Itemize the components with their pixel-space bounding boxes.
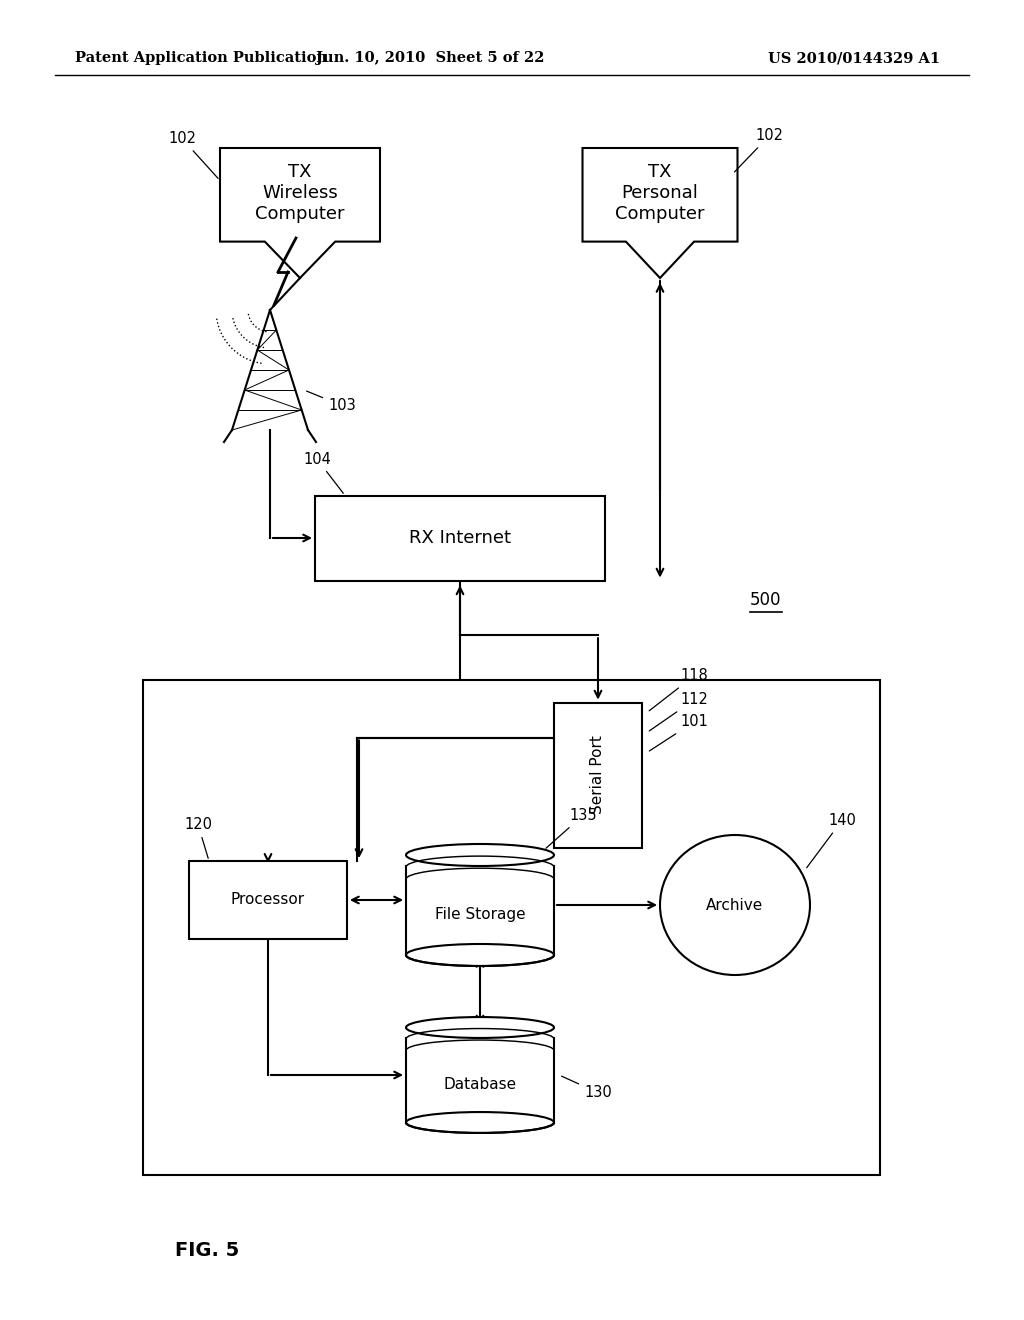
Ellipse shape bbox=[406, 1016, 554, 1038]
Text: TX
Personal
Computer: TX Personal Computer bbox=[615, 164, 705, 223]
Text: Processor: Processor bbox=[231, 892, 305, 908]
Text: Jun. 10, 2010  Sheet 5 of 22: Jun. 10, 2010 Sheet 5 of 22 bbox=[315, 51, 544, 65]
Text: Patent Application Publication: Patent Application Publication bbox=[75, 51, 327, 65]
Polygon shape bbox=[583, 148, 737, 279]
Text: 118: 118 bbox=[649, 668, 708, 710]
Text: FIG. 5: FIG. 5 bbox=[175, 1241, 240, 1259]
Ellipse shape bbox=[406, 843, 554, 866]
Bar bbox=[406, 866, 554, 954]
Text: 102: 102 bbox=[734, 128, 783, 172]
Text: 112: 112 bbox=[649, 693, 708, 731]
Text: RX Internet: RX Internet bbox=[409, 529, 511, 546]
Ellipse shape bbox=[406, 944, 554, 966]
Text: 500: 500 bbox=[750, 591, 781, 609]
Text: 104: 104 bbox=[303, 451, 343, 494]
Text: 120: 120 bbox=[184, 817, 212, 858]
Text: US 2010/0144329 A1: US 2010/0144329 A1 bbox=[768, 51, 940, 65]
Text: 101: 101 bbox=[649, 714, 708, 751]
Bar bbox=[315, 495, 605, 581]
Text: TX
Wireless
Computer: TX Wireless Computer bbox=[255, 164, 345, 223]
Text: Serial Port: Serial Port bbox=[591, 735, 605, 814]
Bar bbox=[189, 861, 347, 939]
Text: Archive: Archive bbox=[707, 898, 764, 912]
Text: 135: 135 bbox=[546, 808, 597, 849]
Polygon shape bbox=[220, 148, 380, 279]
Bar bbox=[406, 1038, 554, 1122]
Text: Database: Database bbox=[443, 1077, 516, 1092]
Text: 102: 102 bbox=[168, 131, 218, 178]
Text: File Storage: File Storage bbox=[434, 908, 525, 923]
Ellipse shape bbox=[406, 1111, 554, 1133]
Ellipse shape bbox=[660, 836, 810, 975]
Text: 130: 130 bbox=[561, 1076, 611, 1100]
Bar bbox=[143, 680, 880, 1175]
Text: 103: 103 bbox=[306, 391, 355, 413]
Bar bbox=[554, 702, 642, 847]
Text: 140: 140 bbox=[807, 813, 856, 867]
